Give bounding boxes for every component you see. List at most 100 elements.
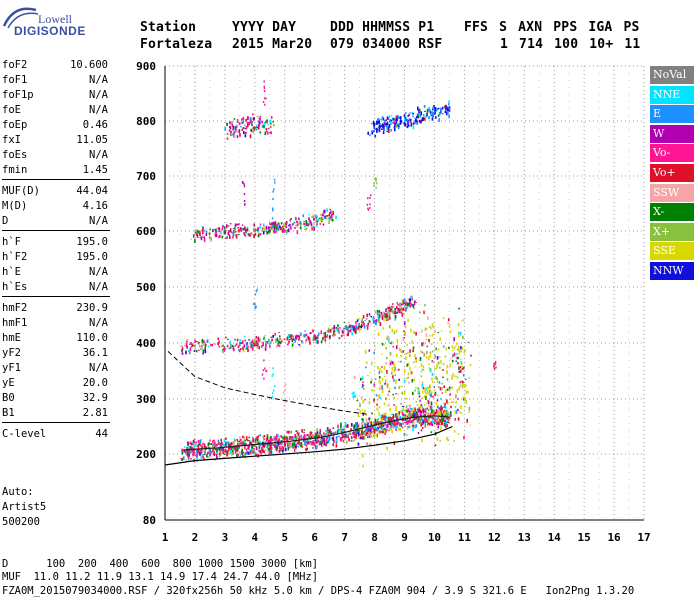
echo-point [418, 413, 421, 415]
echo-point [378, 319, 380, 324]
echo-point [193, 345, 195, 347]
echo-point [323, 209, 326, 214]
echo-point [257, 343, 259, 347]
echo-streak [493, 360, 497, 370]
echo-point [464, 348, 466, 353]
echo-point [406, 118, 409, 122]
echo-point [399, 425, 401, 427]
echo-point [241, 447, 243, 449]
echo-point [398, 411, 400, 414]
echo-point [384, 119, 386, 124]
echo-point [272, 389, 275, 392]
echo-point [437, 425, 440, 429]
echo-point [429, 109, 431, 113]
x-tick-label: 3 [222, 531, 229, 544]
echo-point [410, 122, 413, 127]
echo-point [281, 227, 283, 231]
echo-point [434, 368, 436, 370]
echo-point [209, 228, 211, 231]
echo-point [227, 225, 230, 227]
echo-point [291, 338, 294, 343]
echo-point [252, 438, 254, 443]
echo-point [409, 349, 411, 353]
echo-point [332, 427, 335, 429]
echo-point [397, 310, 400, 313]
echo-point [369, 420, 371, 425]
echo-point [404, 414, 406, 416]
echo-point [389, 316, 391, 320]
echo-point [255, 129, 258, 131]
echo-point [295, 436, 298, 439]
echo-point [463, 351, 465, 354]
echo-point [326, 336, 329, 338]
echo-point [384, 124, 386, 128]
echo-point [253, 117, 255, 119]
echo-point [465, 378, 467, 381]
echo-point [249, 452, 251, 455]
echo-point [419, 399, 421, 402]
echo-point [417, 414, 419, 418]
echo-point [458, 307, 460, 310]
echo-point [247, 116, 249, 120]
echo-point [354, 328, 357, 333]
auto-label: Auto: [2, 486, 34, 498]
echo-point [428, 325, 431, 328]
echo-point [233, 131, 235, 135]
echo-point [398, 417, 400, 419]
param-value: 36.1 [82, 347, 108, 359]
echo-point [375, 421, 377, 423]
echo-point [183, 449, 186, 453]
echo-point [201, 344, 203, 349]
echo-point [437, 361, 440, 365]
echo-point [189, 347, 192, 351]
echo-point [231, 123, 234, 128]
echo-point [353, 376, 356, 380]
echo-point [333, 325, 335, 329]
echo-point [316, 428, 318, 432]
echo-point [355, 321, 357, 323]
echo-point [198, 341, 200, 345]
echo-point [190, 342, 192, 345]
echo-point [410, 411, 412, 415]
echo-point [438, 381, 441, 384]
echo-point [274, 332, 276, 336]
echo-point [374, 177, 377, 180]
echo-point [361, 432, 363, 437]
echo-point [209, 452, 211, 455]
echo-point [270, 123, 272, 126]
param-row: yF1 N/A [2, 361, 108, 376]
echo-point [420, 411, 423, 414]
echo-point [451, 359, 454, 363]
echo-point [236, 338, 239, 342]
echo-point [353, 425, 355, 429]
echo-point [239, 339, 242, 342]
echo-point [404, 325, 407, 329]
echo-point [416, 412, 418, 416]
echo-point [346, 326, 349, 331]
echo-point [419, 357, 422, 361]
echo-point [326, 331, 328, 333]
echo-point [372, 426, 374, 430]
echo-point [234, 450, 237, 454]
echo-point [349, 329, 352, 333]
echo-point [321, 437, 323, 440]
echo-point [305, 227, 308, 231]
echo-point [392, 413, 394, 416]
echo-point [352, 395, 355, 398]
echo-point [418, 390, 420, 395]
echo-point [450, 405, 452, 409]
echo-point [264, 340, 267, 343]
echo-point [420, 111, 422, 116]
echo-point [297, 436, 300, 439]
echo-point [197, 231, 200, 234]
echo-point [390, 413, 393, 415]
echo-point [379, 381, 381, 385]
echo-point [432, 113, 434, 117]
echo-point [398, 117, 400, 119]
echo-point [340, 434, 343, 436]
echo-point [384, 382, 386, 385]
echo-point [294, 216, 297, 219]
echo-point [263, 85, 265, 88]
echo-point [282, 437, 285, 440]
param-value: 4.16 [82, 200, 108, 212]
